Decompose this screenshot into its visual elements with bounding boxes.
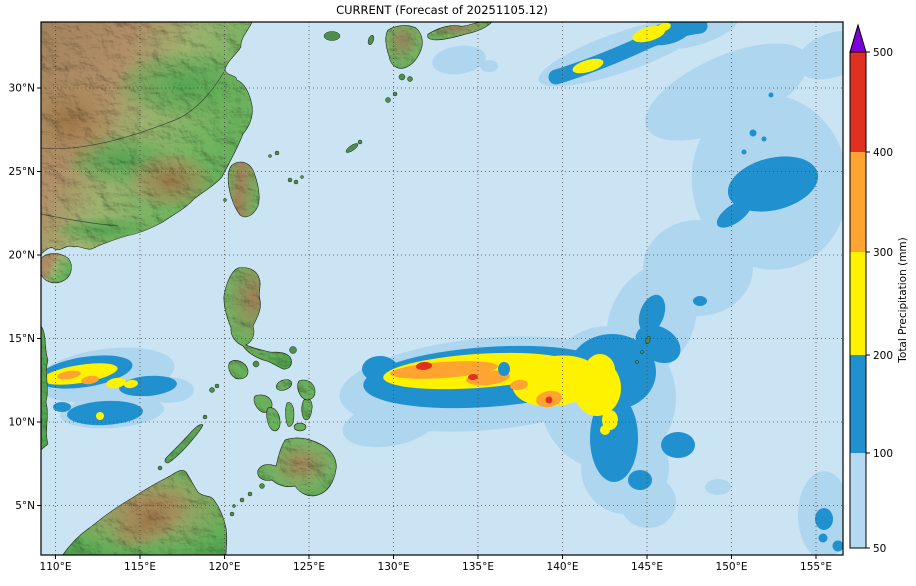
precip-hole	[498, 362, 510, 376]
colorbar-axis-label: Total Precipitation (mm)	[897, 237, 909, 363]
masbate-island	[275, 379, 293, 391]
lon-tick-155e: 155°E	[800, 561, 832, 573]
taiwan-island	[227, 161, 260, 218]
jeju-island	[323, 31, 341, 41]
colorbar-tick-100: 100	[873, 448, 893, 460]
vietnam-coast	[41, 325, 49, 451]
lon-tick-120e: 120°E	[209, 561, 241, 573]
lon-tick-110e: 110°E	[40, 561, 72, 573]
plot-frame	[40, 21, 844, 556]
colorbar-tick-50: 50	[873, 543, 886, 555]
colorbar-tick-400: 400	[873, 147, 893, 159]
lon-tick-130e: 130°E	[378, 561, 410, 573]
colorbar-ticks	[866, 51, 870, 549]
samar-island	[297, 379, 316, 401]
lon-tick-145e: 145°E	[631, 561, 663, 573]
colorbar-seg-100-200	[850, 355, 866, 453]
colorbar-tick-labels: 500 400 300 200 100 50	[873, 47, 893, 555]
lon-tick-115e: 115°E	[124, 561, 156, 573]
axis-ticks	[37, 87, 817, 559]
catanduanes-island	[289, 346, 297, 354]
borneo-highlands	[109, 489, 191, 551]
luzon-island	[223, 267, 292, 370]
okinawa-island	[345, 143, 359, 153]
lon-tick-135e: 135°E	[462, 561, 494, 573]
colorbar-outline	[849, 51, 867, 549]
colorbar-tick-300: 300	[873, 247, 893, 259]
small-islands	[157, 31, 651, 517]
colorbar-seg-400-500	[850, 52, 866, 152]
kyushu-island	[385, 25, 423, 69]
lat-axis: 30°N 25°N 20°N 15°N 10°N 5°N	[9, 83, 35, 513]
colorbar-seg-200-300	[850, 252, 866, 355]
hainan-island	[41, 253, 72, 284]
colorbar-tick-500: 500	[873, 47, 893, 59]
lat-tick-30n: 30°N	[9, 83, 35, 95]
bohol-island	[293, 422, 307, 432]
landmasses	[41, 22, 493, 555]
plot-title: CURRENT (Forecast of 20251105.12)	[336, 3, 548, 17]
cebu-island	[285, 402, 295, 427]
lon-tick-150e: 150°E	[716, 561, 748, 573]
precip-level-400-500	[416, 361, 553, 404]
colorbar: 500 400 300 200 100 50 Total Precipitati…	[849, 23, 909, 555]
lon-axis: 110°E 115°E 120°E 125°E 130°E 135°E 140°…	[40, 561, 832, 573]
graticule	[41, 22, 843, 555]
palawan-island	[164, 424, 204, 464]
negros-island	[266, 407, 281, 432]
mindoro-island	[228, 360, 249, 380]
lon-tick-125e: 125°E	[293, 561, 325, 573]
marinduque-island	[252, 360, 260, 368]
colorbar-tick-200: 200	[873, 350, 893, 362]
colorbar-seg-50-100	[850, 453, 866, 548]
lat-tick-10n: 10°N	[9, 417, 35, 429]
honshu-coast	[427, 22, 493, 41]
colorbar-seg-300-400	[850, 152, 866, 252]
lat-tick-25n: 25°N	[9, 166, 35, 178]
lat-tick-20n: 20°N	[9, 250, 35, 262]
lat-tick-15n: 15°N	[9, 333, 35, 345]
lat-tick-5n: 5°N	[15, 500, 35, 512]
lon-tick-140e: 140°E	[547, 561, 579, 573]
mindanao-island	[257, 437, 337, 497]
